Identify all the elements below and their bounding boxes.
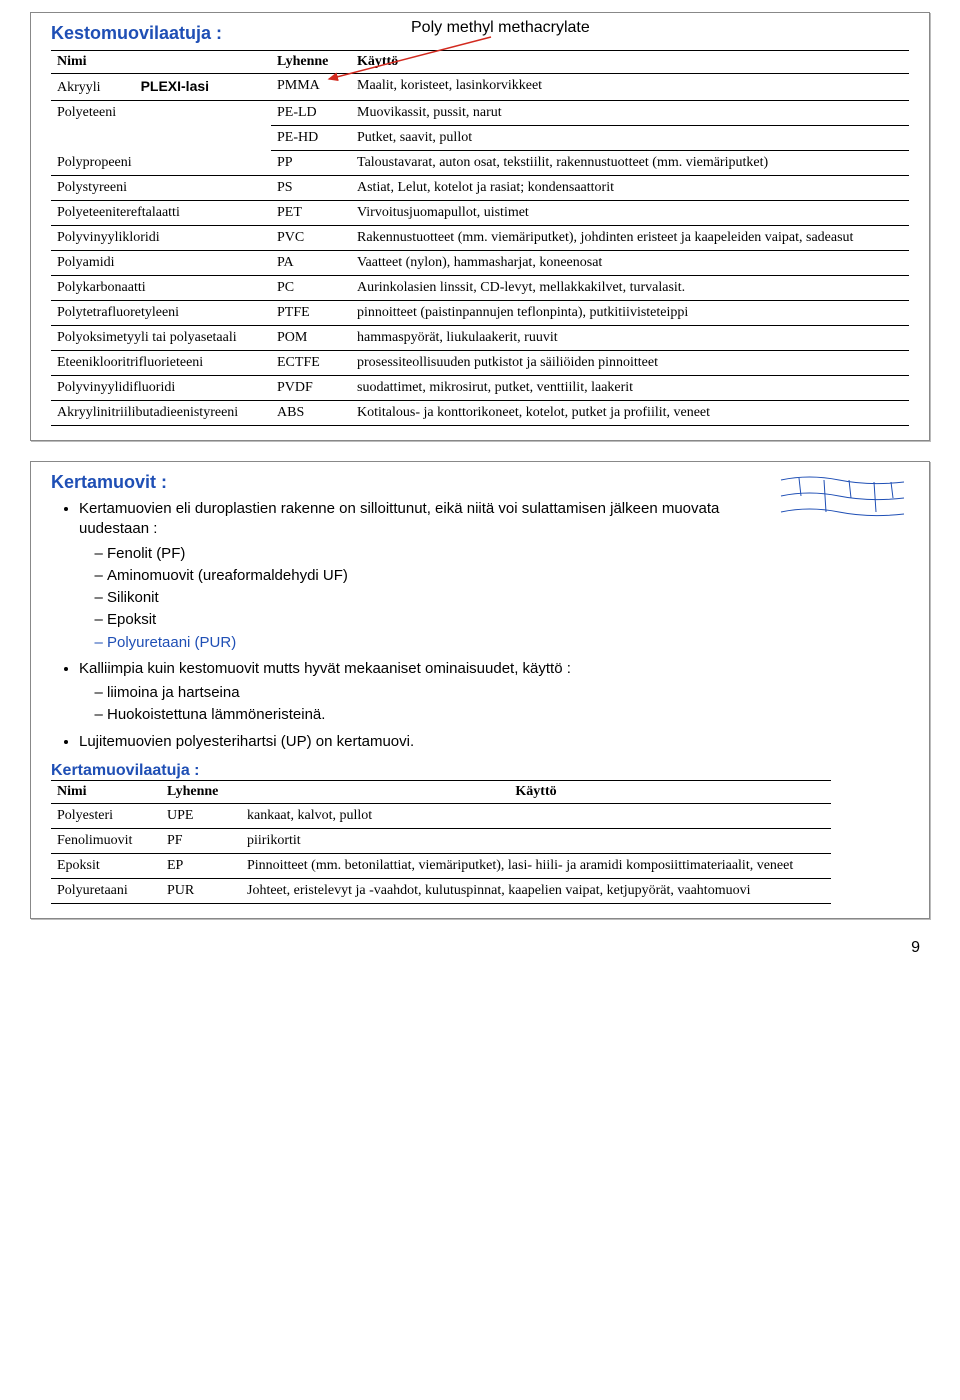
sub-item: Aminomuovit (ureaformaldehydi UF) xyxy=(107,566,909,586)
bullet-item: Kalliimpia kuin kestomuovit mutts hyvät … xyxy=(79,659,909,726)
table-row: EpoksitEPPinnoitteet (mm. betonilattiat,… xyxy=(51,853,831,878)
page-number: 9 xyxy=(0,939,960,971)
table-row: PolyuretaaniPURJohteet, eristelevyt ja -… xyxy=(51,878,831,903)
subhead-kertamuovilaatuja: Kertamuovilaatuja : xyxy=(51,762,909,780)
table-row: PolyeteenitereftalaattiPETVirvoitusjuoma… xyxy=(51,201,909,226)
table-header-row: Nimi Lyhenne Käyttö xyxy=(51,780,831,803)
cell-ly: PMMA xyxy=(271,74,351,101)
table-row: PolyamidiPAVaatteet (nylon), hammasharja… xyxy=(51,251,909,276)
table-row: PolyvinyylikloridiPVCRakennustuotteet (m… xyxy=(51,226,909,251)
cell-nimi: AkryyliPLEXI-lasi xyxy=(51,74,271,101)
table-kestomuovit: Nimi Lyhenne Käyttö AkryyliPLEXI-lasi PM… xyxy=(51,50,909,426)
crosslink-diagram-icon xyxy=(779,468,909,528)
panel-kestomuovit: Kestomuovilaatuja : Poly methyl methacry… xyxy=(30,12,930,441)
panel-kertamuovit: Kertamuovit : Kertamuovien eli duroplast… xyxy=(30,461,930,919)
table-row: PolyeteeniPE-LDMuovikassit, pussit, naru… xyxy=(51,101,909,126)
sub-item: liimoina ja hartseina xyxy=(107,683,909,703)
table-kertamuovit: Nimi Lyhenne Käyttö PolyesteriUPEkankaat… xyxy=(51,780,831,904)
col-nimi: Nimi xyxy=(51,51,271,74)
bullets-block: Kertamuovien eli duroplastien rakenne on… xyxy=(51,499,909,752)
plexi-label: PLEXI-lasi xyxy=(141,78,209,94)
sub-item: Huokoistettuna lämmöneristeinä. xyxy=(107,705,909,725)
bullet-item: Lujitemuovien polyesterihartsi (UP) on k… xyxy=(79,732,909,752)
sub-item: Fenolit (PF) xyxy=(107,544,909,564)
sub-item: Silikonit xyxy=(107,588,909,608)
sub-item: Polyuretaani (PUR) xyxy=(107,633,909,653)
col-lyhenne: Lyhenne xyxy=(271,51,351,74)
table-row: AkryyliPLEXI-lasi PMMA Maalit, koristeet… xyxy=(51,74,909,101)
table-row: Polyoksimetyyli tai polyasetaaliPOMhamma… xyxy=(51,326,909,351)
sub-item: Epoksit xyxy=(107,610,909,630)
table-row: EteeniklooritrifluorieteeniECTFEprosessi… xyxy=(51,351,909,376)
table-row: PolykarbonaattiPCAurinkolasien linssit, … xyxy=(51,276,909,301)
table-row: PolytetrafluoretyleeniPTFEpinnoitteet (p… xyxy=(51,301,909,326)
col-kaytto: Käyttö xyxy=(351,51,909,74)
table-row: PolypropeeniPPTaloustavarat, auton osat,… xyxy=(51,151,909,176)
cell-kaytto: Maalit, koristeet, lasinkorvikkeet xyxy=(351,74,909,101)
table-row: FenolimuovitPFpiirikortit xyxy=(51,828,831,853)
table-row: PolyesteriUPEkankaat, kalvot, pullot xyxy=(51,803,831,828)
annotation-pmma: Poly methyl methacrylate xyxy=(411,19,590,37)
table-row: AkryylinitriilibutadieenistyreeniABSKoti… xyxy=(51,401,909,426)
table-row: PolyvinyylidifluoridiPVDFsuodattimet, mi… xyxy=(51,376,909,401)
table-header-row: Nimi Lyhenne Käyttö xyxy=(51,51,909,74)
table-row: PolystyreeniPSAstiat, Lelut, kotelot ja … xyxy=(51,176,909,201)
